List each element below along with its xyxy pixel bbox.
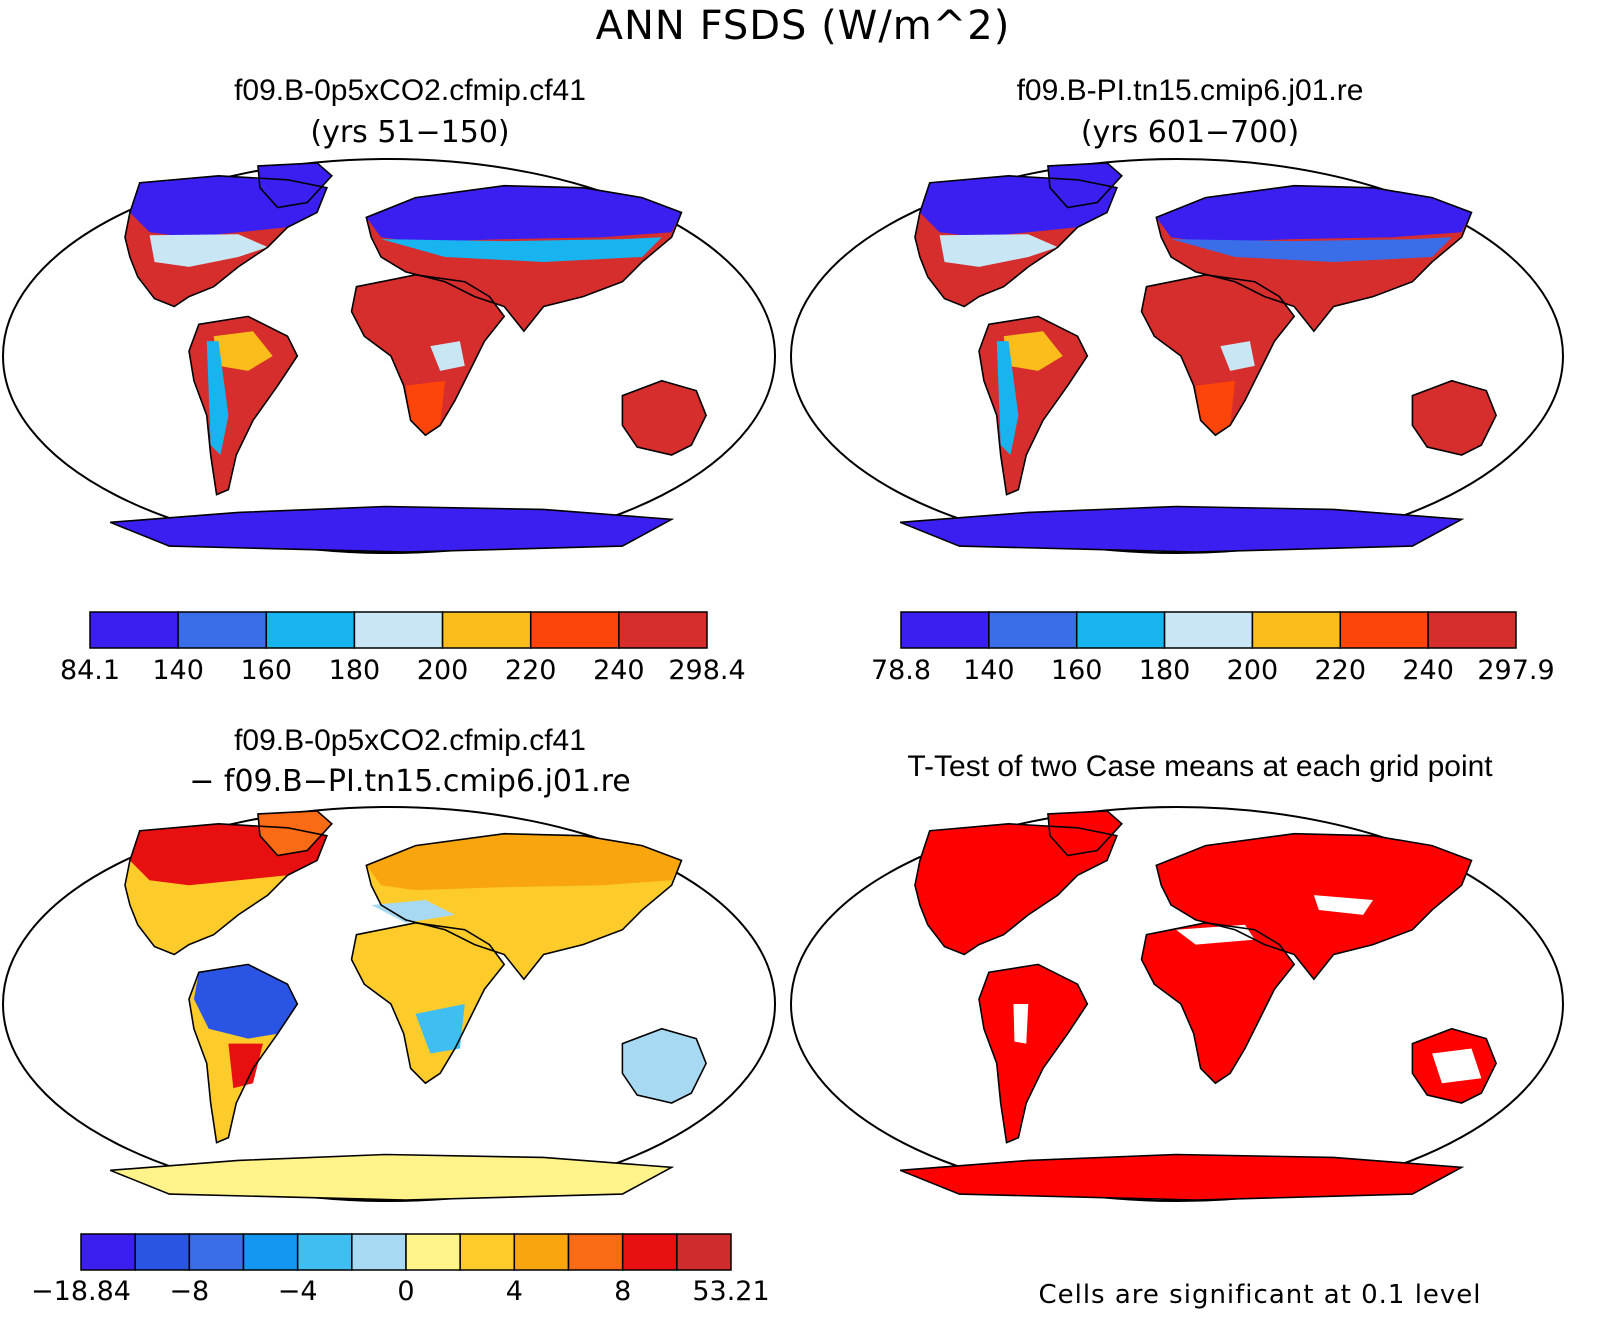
colorbar-tick-label: 160 — [1050, 655, 1103, 686]
colorbar-panel-3 — [80, 1233, 732, 1271]
main-title: ANN FSDS (W/m^2) — [595, 3, 1011, 49]
colorbar-tick-label: −4 — [277, 1276, 318, 1307]
significance-note: Cells are significant at 0.1 level — [1038, 1280, 1482, 1310]
colorbar-swatch — [441, 611, 532, 649]
colorbar-tick-label: 8 — [614, 1276, 632, 1307]
colorbar-swatch — [900, 611, 990, 649]
colorbar-swatch — [296, 1233, 353, 1271]
colorbar-tick-label: −18.84 — [31, 1276, 131, 1307]
panel-1-subtitle: (yrs 51−150) — [310, 115, 510, 150]
colorbar-3-labels: −18.84 −8 −4 0 4 8 53.21 — [0, 1277, 1606, 1309]
map-panel-2 — [790, 158, 1564, 554]
colorbar-swatch — [1427, 611, 1517, 649]
colorbar-swatch — [353, 611, 444, 649]
panel-4-title: T-Test of two Case means at each grid po… — [907, 750, 1493, 783]
panel-3-title: f09.B-0p5xCO2.cfmip.cf41 — [234, 724, 586, 757]
colorbar-swatch — [618, 611, 708, 649]
colorbar-panel-1 — [89, 611, 708, 649]
panel-3-subtitle: − f09.B−PI.tn15.cmip6.j01.re — [189, 764, 631, 799]
panel-2-subtitle: (yrs 601−700) — [1080, 115, 1300, 150]
colorbar-swatch — [1075, 611, 1166, 649]
panel-2-title: f09.B-PI.tn15.cmip6.j01.re — [1016, 74, 1364, 107]
colorbar-tick-label: 297.9 — [1477, 655, 1555, 686]
map-panel-4 — [790, 806, 1564, 1202]
colorbar-tick-label: 240 — [593, 655, 645, 686]
colorbar-tick-label: 180 — [1138, 655, 1191, 686]
colorbar-swatch — [177, 611, 268, 649]
colorbar-tick-label: 298.4 — [668, 655, 746, 686]
colorbar-swatch — [1339, 611, 1429, 649]
colorbar-swatch — [621, 1233, 678, 1271]
colorbar-tick-label: −8 — [169, 1276, 210, 1307]
colorbar-swatch — [351, 1233, 407, 1271]
colorbar-swatch — [134, 1233, 191, 1271]
map-panel-1 — [2, 158, 776, 554]
colorbar-tick-label: 140 — [152, 655, 204, 686]
colorbar-swatch — [988, 611, 1078, 649]
colorbar-swatch — [80, 1233, 136, 1271]
colorbar-tick-label: 240 — [1402, 655, 1454, 686]
colorbar-tick-label: 220 — [504, 655, 557, 686]
colorbar-swatch — [529, 611, 620, 649]
panel-1-title: f09.B-0p5xCO2.cfmip.cf41 — [234, 74, 586, 107]
colorbar-tick-label: 84.1 — [59, 655, 121, 686]
colorbar-swatch — [188, 1233, 245, 1271]
colorbar-tick-label: 160 — [240, 655, 293, 686]
colorbar-swatch — [459, 1233, 516, 1271]
colorbar-swatch — [1251, 611, 1342, 649]
colorbar-panel-2 — [900, 611, 1517, 649]
colorbar-tick-label: 78.8 — [870, 655, 932, 686]
colorbar-tick-label: 140 — [963, 655, 1015, 686]
colorbar-tick-label: 200 — [416, 655, 469, 686]
colorbar-1-labels: 84.1 140 160 180 200 220 240 298.4 — [0, 656, 1606, 688]
colorbar-swatch — [405, 1233, 461, 1271]
colorbar-swatch — [513, 1233, 570, 1271]
colorbar-swatch — [265, 611, 356, 649]
colorbar-swatch — [676, 1233, 732, 1271]
colorbar-swatch — [1163, 611, 1254, 649]
colorbar-tick-label: 200 — [1226, 655, 1279, 686]
colorbar-tick-label: 0 — [397, 1276, 415, 1307]
colorbar-tick-label: 53.21 — [692, 1276, 770, 1307]
colorbar-swatch — [242, 1233, 299, 1271]
colorbar-tick-label: 180 — [328, 655, 381, 686]
colorbar-2-labels: 78.8 140 160 180 200 220 240 297.9 — [0, 656, 1606, 688]
colorbar-tick-label: 220 — [1314, 655, 1367, 686]
colorbar-tick-label: 4 — [505, 1276, 523, 1307]
colorbar-swatch — [567, 1233, 624, 1271]
map-panel-3 — [2, 806, 776, 1202]
colorbar-swatch — [89, 611, 179, 649]
